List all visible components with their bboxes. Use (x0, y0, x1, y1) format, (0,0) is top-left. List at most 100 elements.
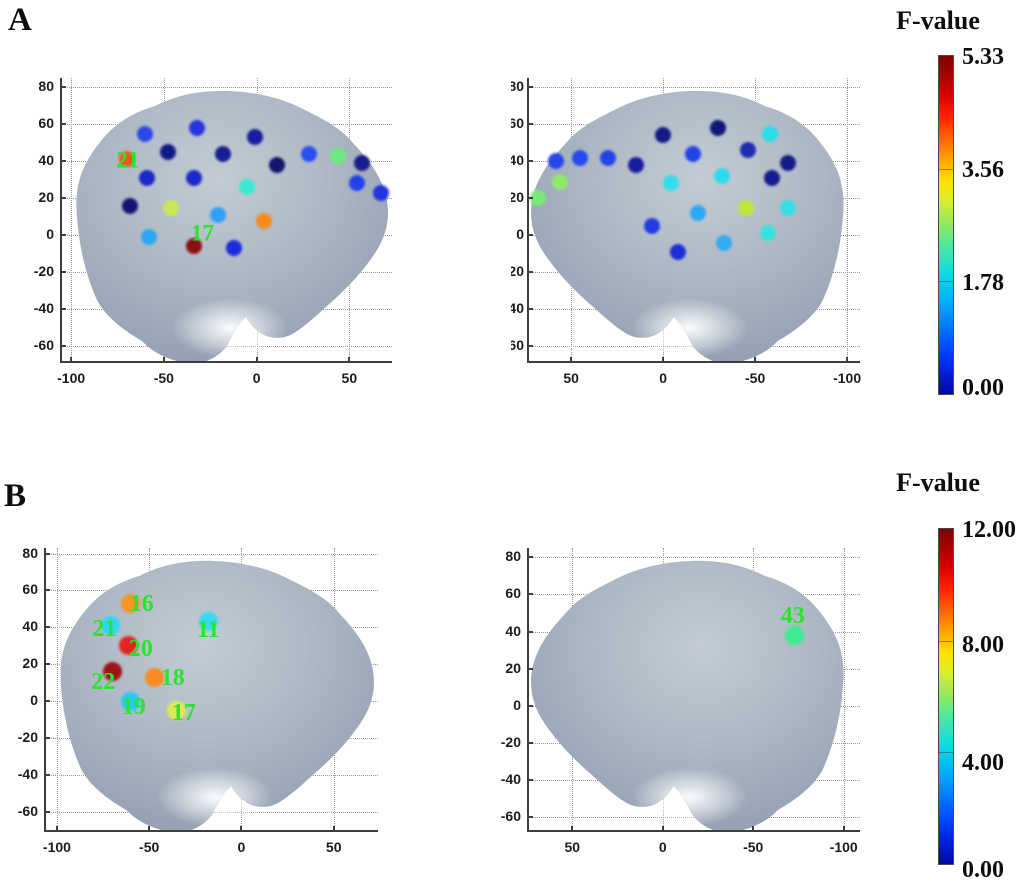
axis-tick (44, 700, 50, 703)
y-tick-label-clipped: -20 (511, 263, 524, 280)
axis-tick (527, 123, 533, 126)
channel-dot (763, 169, 780, 186)
channel-dot (669, 243, 686, 260)
channel-dot (710, 119, 727, 136)
channel-dot (644, 218, 661, 235)
axis-tick (661, 826, 664, 832)
channel-dot-21 (100, 615, 120, 635)
axis-tick (527, 86, 533, 89)
axis-tick (754, 357, 757, 363)
gridline-x (843, 548, 845, 832)
x-tick-label: -50 (743, 839, 764, 855)
panel-b-label: B (4, 478, 27, 514)
colorbar-b: F-value 12.00 8.00 4.00 0.00 (872, 468, 1024, 884)
y-axis-line (527, 78, 529, 363)
channel-dot (760, 225, 776, 242)
channel-number-label: 21 (116, 147, 140, 173)
axis-tick (842, 826, 845, 832)
channel-dot (372, 184, 389, 201)
y-tick-label-clipped: -60 (511, 337, 524, 354)
channel-dot (137, 125, 154, 142)
channel-dot (354, 155, 371, 172)
y-tick-label: -40 (500, 771, 521, 788)
axis-tick (240, 826, 243, 832)
colorbar-tick-label: 5.33 (962, 43, 1004, 70)
x-tick-label: 0 (659, 370, 668, 386)
y-tick-label: -20 (17, 728, 38, 745)
channel-dot (548, 153, 565, 170)
y-tick-label-clipped: 20 (511, 189, 524, 206)
colorbar-tick (939, 752, 953, 754)
axis-tick (527, 593, 533, 596)
axis-tick (44, 773, 50, 776)
channel-dot (226, 240, 243, 257)
x-axis-line (60, 361, 392, 363)
axis-tick (44, 626, 50, 629)
y-tick-label: -60 (500, 808, 521, 825)
channel-number-label: 43 (780, 603, 805, 630)
colorbar-gradient (938, 528, 954, 865)
axis-tick (527, 308, 533, 311)
x-tick-label: -100 (829, 839, 858, 855)
y-tick-label-text: 20 (511, 189, 524, 206)
gridline-x (56, 548, 58, 832)
x-tick-label: -50 (745, 370, 766, 386)
y-tick-label-text: -40 (511, 300, 524, 317)
channel-dot (300, 145, 317, 162)
axis-tick (255, 357, 258, 363)
channel-dot (256, 212, 273, 229)
channel-dot-43 (785, 625, 805, 645)
y-axis-line (44, 548, 46, 832)
axis-tick (44, 736, 50, 739)
x-axis-line (44, 830, 378, 832)
channel-dot (572, 149, 589, 166)
colorbar-tick-label: 8.00 (962, 632, 1004, 659)
gridline-y (44, 553, 378, 555)
y-tick-label-clipped: 80 (511, 78, 524, 95)
y-axis-line (60, 78, 62, 363)
y-tick-label: -20 (33, 263, 54, 280)
y-tick-label: 80 (38, 78, 54, 95)
channel-dot-20 (119, 636, 139, 656)
colorbar-tick-label: 1.78 (962, 270, 1004, 297)
gridline-y (527, 557, 860, 559)
brain-silhouette (531, 90, 844, 363)
brain-plot-b-left: -100 -50 0 50 80 60 40 20 0 -20 -40 -60 16 21 20 11 22 18… (18, 545, 378, 855)
panel-a-label: A (8, 2, 32, 38)
y-tick-label-text: 40 (511, 152, 524, 169)
axis-tick (846, 357, 849, 363)
channel-dot-16 (121, 593, 141, 613)
axis-tick (60, 308, 66, 311)
channel-dot (141, 229, 158, 246)
axis-tick (60, 345, 66, 348)
y-tick-label-text: -60 (511, 337, 524, 354)
axis-tick (60, 271, 66, 274)
gridline-x (71, 78, 73, 363)
channel-dot (737, 199, 754, 216)
axis-tick (60, 160, 66, 163)
y-tick-label: 60 (22, 581, 38, 598)
axis-tick (44, 663, 50, 666)
axis-tick (348, 357, 351, 363)
axis-tick (527, 816, 533, 819)
axis-tick (527, 741, 533, 744)
channel-dot (627, 156, 644, 173)
channel-number-label: 17 (171, 700, 196, 727)
x-tick-label: 50 (325, 839, 342, 855)
x-tick-label: -50 (153, 370, 174, 386)
axis-tick (44, 589, 50, 592)
y-tick-label: -40 (33, 300, 54, 317)
channel-dot-22 (102, 662, 122, 682)
channel-dot (269, 156, 285, 173)
x-tick-label: 0 (658, 839, 667, 855)
y-tick-label: 40 (22, 618, 38, 635)
x-tick-label: -100 (833, 370, 862, 386)
axis-tick (752, 826, 755, 832)
channel-number-label: 22 (91, 668, 116, 695)
axis-tick (527, 779, 533, 782)
brain-silhouette (60, 560, 374, 832)
channel-dot (348, 175, 365, 192)
channel-dot (530, 190, 547, 207)
brain-plot-b-right: 50 0 -50 -100 80 60 40 20 0 -20 -40 -60 43 (501, 548, 860, 855)
channel-number-label: 19 (121, 694, 146, 721)
